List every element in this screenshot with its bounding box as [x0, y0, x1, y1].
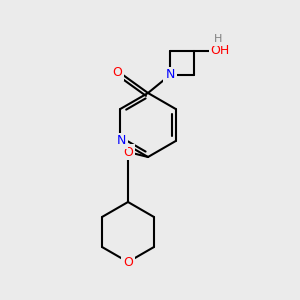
Text: O: O: [123, 146, 133, 158]
Text: OH: OH: [210, 44, 230, 58]
Text: N: N: [117, 134, 126, 148]
Text: H: H: [214, 34, 222, 44]
Text: O: O: [112, 67, 122, 80]
Text: O: O: [123, 256, 133, 268]
Text: N: N: [165, 68, 175, 82]
